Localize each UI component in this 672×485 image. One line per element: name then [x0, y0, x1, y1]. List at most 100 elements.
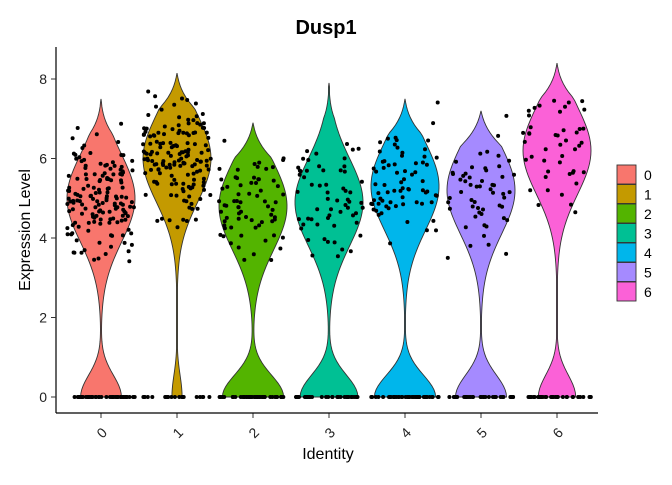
data-point: [179, 156, 184, 161]
data-point: [173, 143, 178, 148]
data-point: [74, 156, 79, 161]
data-point: [96, 256, 101, 261]
data-point: [401, 202, 406, 207]
data-point: [452, 395, 457, 399]
data-point: [82, 248, 87, 253]
data-point: [238, 200, 243, 205]
data-point: [156, 167, 161, 172]
data-point: [155, 218, 160, 223]
data-point: [546, 169, 551, 174]
data-point: [270, 395, 275, 399]
data-point: [560, 395, 565, 399]
data-point: [220, 186, 225, 191]
data-point: [588, 395, 593, 399]
data-point: [238, 183, 243, 188]
data-point: [252, 175, 256, 180]
data-point: [529, 154, 534, 159]
data-point: [201, 180, 206, 185]
violin-2: [218, 122, 288, 398]
data-point: [114, 194, 118, 199]
legend-label: 0: [644, 167, 652, 183]
data-point: [76, 224, 81, 229]
data-point: [255, 193, 260, 198]
data-point: [403, 169, 407, 174]
data-point: [424, 228, 429, 233]
data-point: [200, 125, 205, 130]
data-point: [469, 198, 474, 202]
data-point: [107, 209, 112, 214]
data-point: [560, 154, 565, 158]
data-point: [168, 153, 173, 158]
data-point: [167, 162, 172, 167]
data-point: [301, 156, 306, 161]
data-point: [319, 395, 324, 399]
data-point: [71, 151, 76, 156]
data-point: [124, 395, 129, 399]
data-point: [141, 142, 146, 147]
data-point: [169, 193, 174, 198]
data-point: [95, 199, 100, 204]
data-point: [582, 107, 587, 112]
data-point: [359, 200, 364, 205]
data-point: [345, 142, 349, 146]
data-point: [120, 213, 125, 218]
data-point: [505, 218, 510, 223]
data-point: [72, 250, 77, 255]
data-point: [150, 395, 155, 399]
data-point: [150, 159, 155, 163]
data-point: [195, 121, 200, 126]
chart-title: Dusp1: [295, 17, 356, 39]
legend-swatch: [616, 203, 637, 224]
data-point: [97, 209, 102, 214]
data-point: [545, 188, 550, 193]
legend-swatch: [616, 242, 637, 263]
data-point: [204, 163, 209, 168]
data-point: [103, 252, 108, 256]
data-point: [399, 395, 404, 399]
data-point: [345, 197, 350, 202]
data-point: [474, 184, 479, 189]
data-point: [569, 202, 573, 207]
data-point: [194, 395, 199, 399]
data-point: [89, 193, 93, 198]
data-point: [392, 162, 397, 167]
data-point: [148, 152, 153, 157]
data-point: [120, 395, 125, 399]
data-point: [236, 205, 241, 210]
data-point: [567, 172, 572, 176]
data-point: [299, 226, 304, 231]
y-tick-label: 4: [39, 230, 47, 246]
data-point: [429, 200, 434, 205]
data-point: [148, 134, 153, 139]
data-point: [109, 233, 113, 238]
data-point: [395, 170, 399, 175]
data-point: [97, 240, 102, 245]
data-point: [96, 202, 101, 207]
data-point: [486, 242, 491, 247]
data-point: [254, 181, 258, 185]
data-point: [180, 96, 184, 101]
data-point: [184, 199, 189, 204]
data-point: [100, 201, 105, 205]
data-point: [561, 128, 566, 133]
data-point: [154, 139, 159, 144]
data-point: [219, 177, 224, 182]
data-point: [426, 138, 431, 143]
data-point: [325, 190, 330, 195]
data-point: [304, 168, 309, 173]
data-point: [447, 196, 452, 200]
data-point: [157, 171, 162, 176]
data-point: [532, 105, 537, 110]
data-point: [302, 395, 307, 399]
data-point: [473, 214, 478, 219]
data-point: [236, 192, 241, 197]
data-point: [570, 170, 575, 175]
data-point: [169, 173, 174, 178]
data-point: [294, 395, 299, 399]
data-point: [101, 210, 105, 215]
data-point: [504, 251, 509, 256]
data-point: [538, 395, 543, 399]
data-point: [143, 171, 148, 176]
data-point: [86, 228, 91, 233]
